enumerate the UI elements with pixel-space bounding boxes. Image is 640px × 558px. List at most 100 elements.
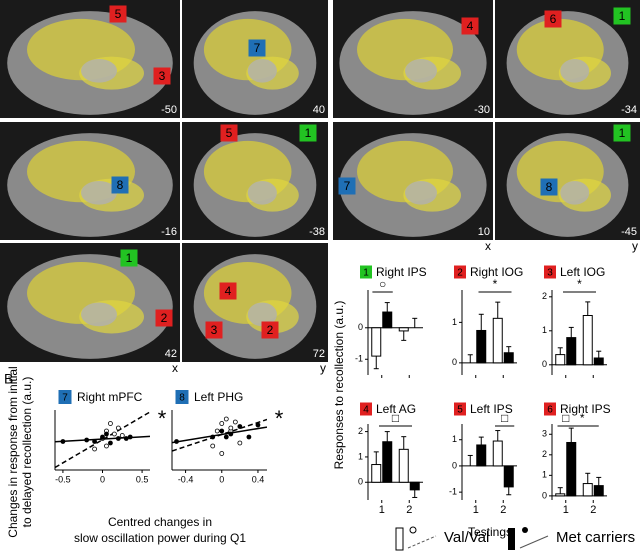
legend: Val/Val Met carriers [395,526,635,551]
brain-image [495,0,640,118]
brain-image [333,0,493,118]
point [104,431,109,437]
structure [247,181,277,205]
point [100,434,105,440]
region-number: 5 [226,126,233,140]
x-axis-label: slow oscillation power during Q1 [74,531,246,545]
point [119,433,125,438]
region-box [540,178,558,196]
bar [566,337,577,366]
region-box [205,321,223,339]
region-box [155,309,173,327]
bar [371,327,382,357]
point [115,425,121,431]
brain-image [333,122,493,240]
y-tick-label: -1 [355,354,363,364]
x-tick-label: 0.4 [252,474,265,484]
structure [81,302,117,327]
region-box [360,265,372,279]
region-number: 4 [467,19,474,33]
region-number: 3 [159,69,166,83]
bar [382,441,393,483]
chart-title: Right mPFC [77,390,143,404]
x-tick-label: 0 [100,474,105,484]
region-number: 3 [547,268,553,279]
y-tick-label: 3 [542,429,547,439]
y-axis-label: Changes in response from initial [6,366,20,537]
structure [247,59,277,83]
bar [593,485,604,497]
point [219,451,225,456]
legend-label: Val/Val [444,529,489,546]
bar [503,352,514,364]
y-axis-label: to delayed recollection (a.u.) [20,377,34,528]
bar [371,464,382,483]
x-tick-label: -0.5 [55,474,71,484]
x-tick-label: 0.5 [136,474,149,484]
y-tick-label: 2 [542,449,547,459]
region-box [248,39,266,57]
y-tick-label: 0 [358,477,363,487]
bar [582,483,593,497]
y-tick-label: 0 [452,460,457,470]
region-box [360,402,372,416]
point [214,428,220,434]
bar [398,327,409,332]
region-number: 2 [161,311,168,325]
y-tick-label: 0 [542,359,547,369]
chart-title: Left PHG [194,390,243,404]
region-box [544,265,556,279]
point [127,434,133,440]
region-number: 5 [115,7,122,21]
bar [566,441,577,497]
y-tick-label: 0 [542,490,547,500]
structure [247,302,277,327]
brain-image [0,122,180,240]
brain-image [0,243,180,362]
slice-coordinate: -16 [161,226,177,238]
annotation: □ [392,411,399,425]
chart-title: Right IPS [560,402,611,416]
y-tick-label: 1 [542,470,547,480]
bar [409,481,420,491]
bar [503,465,514,488]
point [228,425,234,431]
point [92,446,97,452]
point [60,439,66,444]
region-box [261,321,279,339]
fit-line [55,411,150,469]
x-tick-label: 2 [500,504,506,516]
region-number: 2 [457,268,463,279]
axis-letter: x [485,239,491,253]
region-number: 5 [457,405,463,416]
annotation: * [577,277,582,291]
y-tick-label: -1 [449,487,457,497]
bar [476,329,487,364]
region-box [220,124,238,142]
legend-swatch [409,526,417,534]
region-number: 1 [363,268,369,279]
region-box [153,67,171,85]
region-box [454,265,466,279]
fit-line [172,426,267,444]
region-box [544,402,556,416]
chart-title: Left IPS [470,402,513,416]
region-number: 8 [117,178,124,192]
axis-letter: y [320,361,326,375]
point [210,443,216,449]
point [210,434,216,440]
region-number: 7 [344,179,351,193]
structure [81,181,117,205]
region-box [219,282,237,300]
bar [555,493,566,497]
brain-image [495,122,640,240]
region-box [175,390,189,404]
point [255,422,261,428]
x-tick-label: 0 [219,474,224,484]
y-tick-label: 1 [452,434,457,444]
bar [398,448,409,483]
y-tick-label: 0 [358,322,363,332]
structure [560,59,590,83]
axis-letter: x [172,361,178,375]
